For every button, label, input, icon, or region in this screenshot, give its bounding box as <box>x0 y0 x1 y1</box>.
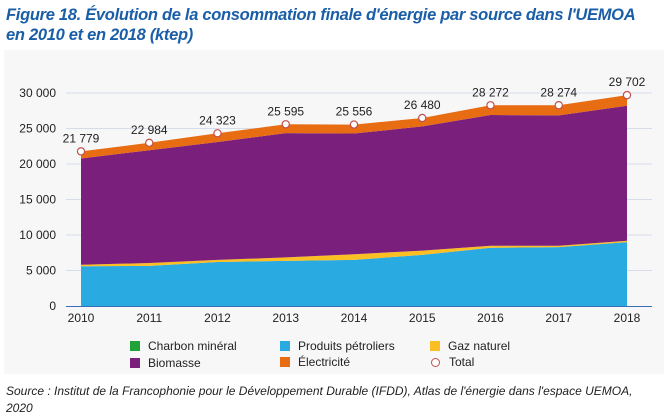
x-tick-label: 2011 <box>136 311 162 325</box>
legend-item-electricite: Électricité <box>280 354 350 370</box>
legend-label: Électricité <box>298 355 351 369</box>
legend-item-total: Total <box>430 354 474 370</box>
total-point <box>281 120 290 129</box>
y-tick-label: 5 000 <box>26 264 56 278</box>
y-tick-label: 15 000 <box>19 193 56 207</box>
x-tick-label: 2014 <box>341 311 368 325</box>
legend-swatch <box>280 341 290 351</box>
total-markers <box>76 90 632 156</box>
legend-label: Biomasse <box>148 356 201 370</box>
y-tick-label: 25 000 <box>19 122 56 136</box>
legend-swatch <box>130 358 140 368</box>
total-point <box>349 120 359 129</box>
data-label: 28 272 <box>472 85 509 99</box>
legend-label: Produits pétroliers <box>298 339 395 353</box>
legend-item-charbon: Charbon minéral <box>130 338 237 354</box>
legend-item-produits-petroliers: Produits pétroliers <box>280 338 395 354</box>
legend-marker-circle <box>431 358 440 367</box>
x-tick-label: 2017 <box>545 311 572 325</box>
series-areas <box>81 95 627 306</box>
x-tick-label: 2013 <box>272 311 299 325</box>
y-tick-label: 0 <box>49 299 56 313</box>
data-label: 21 779 <box>63 131 100 145</box>
total-point <box>486 101 495 110</box>
y-tick-label: 20 000 <box>19 157 56 171</box>
area-produits-p-troliers <box>81 242 627 306</box>
data-label: 25 595 <box>267 104 304 118</box>
total-point <box>145 138 154 148</box>
data-label: 24 323 <box>199 113 236 127</box>
legend-swatch <box>130 341 140 351</box>
total-point <box>76 147 86 156</box>
data-labels: 21 779 22 984 24 323 25 595 25 556 26 480 28 2… <box>63 75 646 145</box>
legend-item-biomasse: Biomasse <box>130 355 201 371</box>
area-gaz-naturel <box>81 240 627 267</box>
stacked-area-chart: 0 5 000 10 000 15 000 20 000 25 000 30 000 2010… <box>19 75 652 325</box>
y-tick-label: 10 000 <box>19 228 56 242</box>
x-tick-label: 2012 <box>204 311 231 325</box>
legend-swatch <box>430 341 440 351</box>
data-label: 25 556 <box>336 105 373 119</box>
total-point <box>554 101 563 110</box>
total-point <box>418 113 427 123</box>
area-biomasse <box>81 105 627 265</box>
x-tick-label: 2010 <box>68 311 95 325</box>
legend-label: Total <box>449 355 475 369</box>
legend-label: Gaz naturel <box>448 339 511 353</box>
x-tick-label: 2018 <box>614 311 641 325</box>
legend-item-gaz-naturel: Gaz naturel <box>430 338 510 354</box>
x-tick-label: 2016 <box>477 311 504 325</box>
figure-title: Figure 18. Évolution de la consommation … <box>6 6 635 44</box>
data-label: 22 984 <box>131 123 168 137</box>
source-note: Source : Institut de la Francophonie pou… <box>6 384 633 415</box>
y-tick-label: 30 000 <box>19 86 56 100</box>
x-tick-label: 2015 <box>409 311 436 325</box>
data-label: 29 702 <box>609 75 646 89</box>
legend-swatch <box>280 357 290 367</box>
data-label: 28 274 <box>540 85 577 99</box>
axes: 0 5 000 10 000 15 000 20 000 25 000 30 000 2010… <box>19 86 652 325</box>
legend-label: Charbon minéral <box>148 339 237 353</box>
data-label: 26 480 <box>404 98 441 112</box>
total-point <box>213 129 222 138</box>
total-point <box>622 90 632 100</box>
